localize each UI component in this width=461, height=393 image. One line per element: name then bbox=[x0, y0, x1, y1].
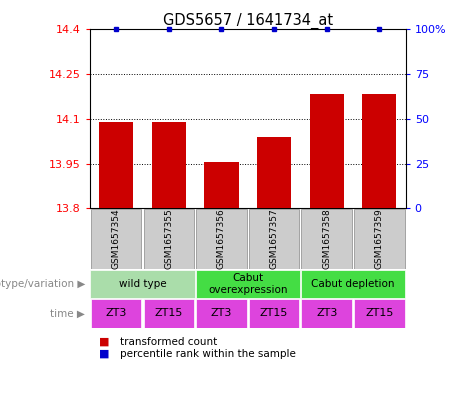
Bar bbox=[249, 299, 299, 328]
Text: ZT15: ZT15 bbox=[260, 309, 288, 318]
Bar bbox=[301, 299, 352, 328]
Bar bbox=[249, 209, 299, 268]
Bar bbox=[90, 270, 195, 298]
Bar bbox=[204, 162, 239, 208]
Bar bbox=[99, 122, 133, 208]
Bar bbox=[143, 299, 194, 328]
Text: transformed count: transformed count bbox=[120, 337, 217, 347]
Bar bbox=[301, 209, 352, 268]
Bar bbox=[195, 270, 300, 298]
Text: wild type: wild type bbox=[119, 279, 166, 289]
Text: GSM1657358: GSM1657358 bbox=[322, 208, 331, 269]
Text: GSM1657356: GSM1657356 bbox=[217, 208, 226, 269]
Text: ■: ■ bbox=[99, 349, 110, 359]
Bar bbox=[196, 209, 247, 268]
Text: time ▶: time ▶ bbox=[50, 309, 85, 318]
Text: ■: ■ bbox=[99, 337, 110, 347]
Bar bbox=[91, 299, 142, 328]
Bar bbox=[354, 299, 405, 328]
Title: GDS5657 / 1641734_at: GDS5657 / 1641734_at bbox=[163, 13, 333, 29]
Bar bbox=[362, 94, 396, 208]
Bar bbox=[91, 209, 142, 268]
Text: ZT3: ZT3 bbox=[211, 309, 232, 318]
Text: Cabut
overexpression: Cabut overexpression bbox=[208, 273, 288, 295]
Text: Cabut depletion: Cabut depletion bbox=[311, 279, 395, 289]
Text: ZT3: ZT3 bbox=[316, 309, 337, 318]
Bar bbox=[301, 270, 405, 298]
Text: percentile rank within the sample: percentile rank within the sample bbox=[120, 349, 296, 359]
Bar bbox=[152, 122, 186, 208]
Bar bbox=[143, 209, 194, 268]
Text: GSM1657359: GSM1657359 bbox=[375, 208, 384, 269]
Text: ZT3: ZT3 bbox=[106, 309, 127, 318]
Bar bbox=[354, 209, 405, 268]
Text: ZT15: ZT15 bbox=[154, 309, 183, 318]
Text: genotype/variation ▶: genotype/variation ▶ bbox=[0, 279, 85, 289]
Text: GSM1657354: GSM1657354 bbox=[112, 208, 121, 269]
Bar bbox=[196, 299, 247, 328]
Bar bbox=[310, 94, 344, 208]
Text: ZT15: ZT15 bbox=[365, 309, 394, 318]
Bar bbox=[257, 137, 291, 208]
Text: GSM1657355: GSM1657355 bbox=[164, 208, 173, 269]
Text: GSM1657357: GSM1657357 bbox=[270, 208, 278, 269]
